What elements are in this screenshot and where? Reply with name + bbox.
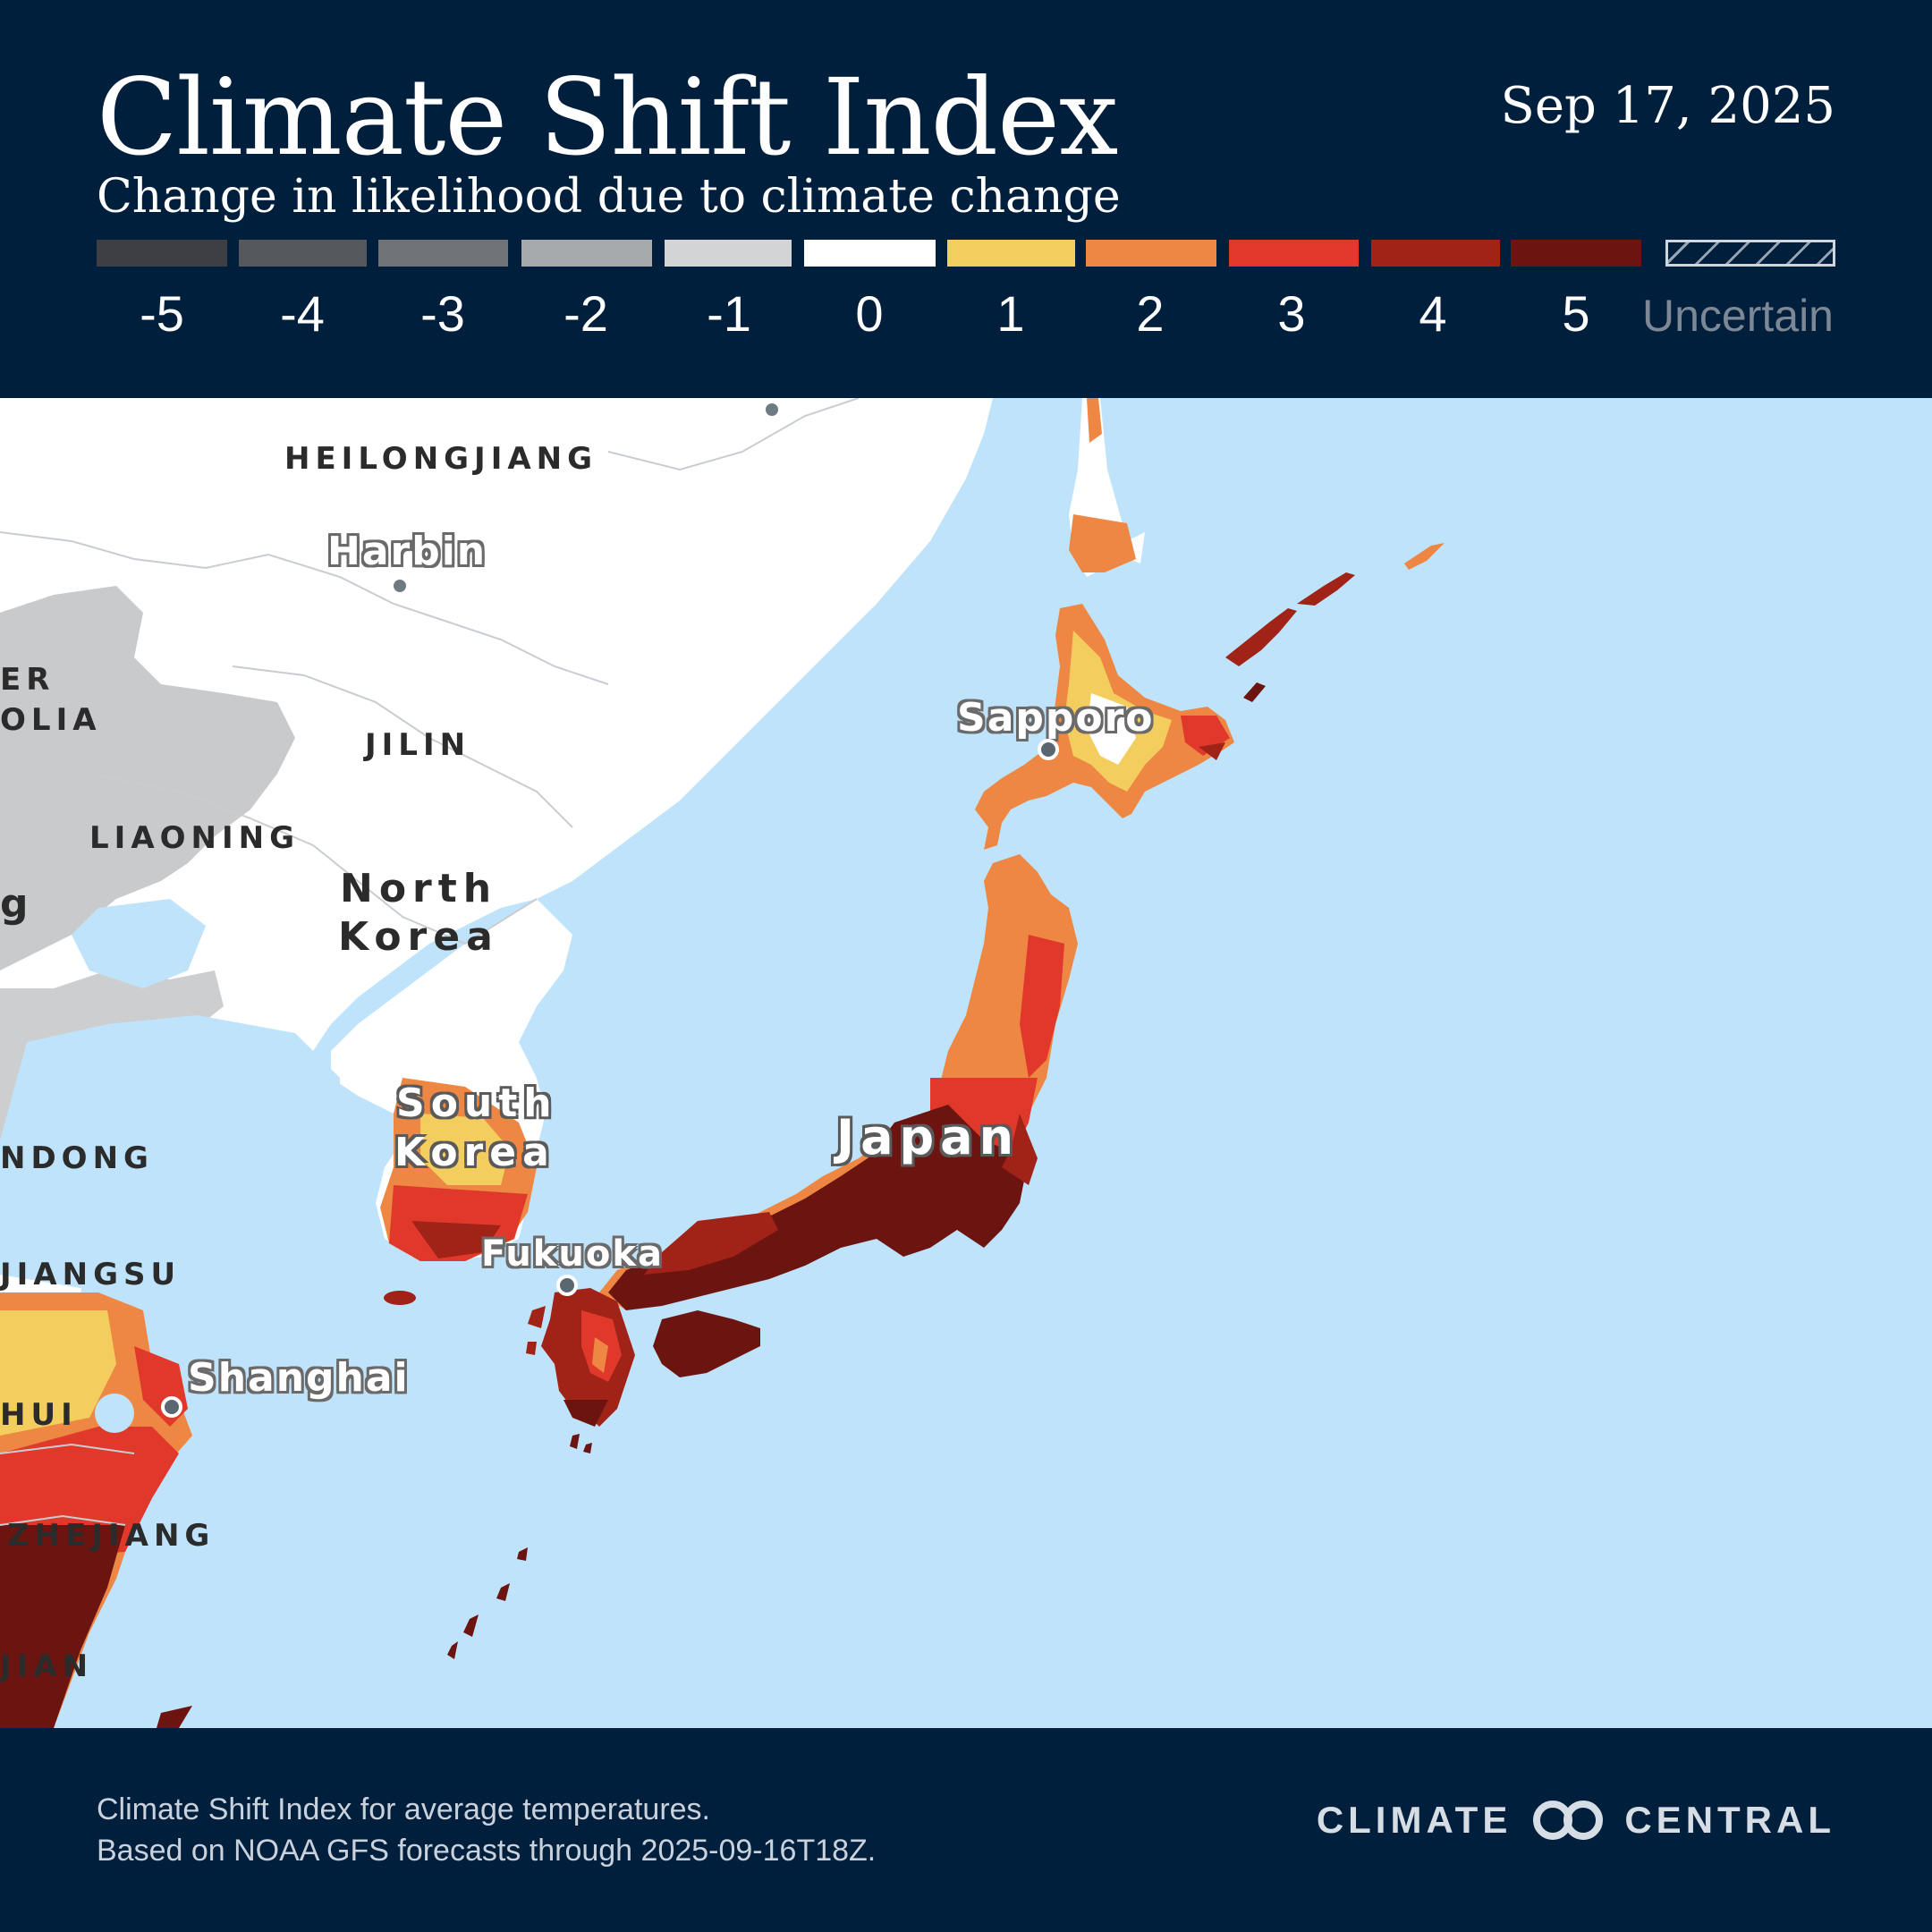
legend-label-minus-2: -2	[564, 285, 608, 342]
label-north-korea-line1: North	[340, 866, 498, 911]
legend-label-3: 3	[1277, 285, 1306, 342]
legend-label-minus-3: -3	[420, 285, 465, 342]
jeju-island	[384, 1291, 416, 1305]
legend-swatch-2	[1086, 240, 1216, 267]
footer: Climate Shift Index for average temperat…	[0, 1728, 1932, 1932]
legend-swatch-5	[1511, 240, 1641, 267]
label-hebei-clipped: g	[0, 881, 34, 927]
legend-swatch-3	[1229, 240, 1359, 267]
label-inner-mongolia-clipped-1: ER	[0, 662, 55, 698]
label-harbin: Harbin	[327, 529, 487, 574]
legend-label-minus-1: -1	[707, 285, 751, 342]
label-heilongjiang: HEILONGJIANG	[284, 441, 598, 477]
label-liaoning: LIAONING	[89, 820, 300, 856]
label-inner-mongolia-clipped-2: OLIA	[0, 702, 102, 738]
legend-label-0: 0	[855, 285, 884, 342]
interlocking-circles-logo-icon	[1533, 1801, 1604, 1840]
legend-label-2: 2	[1136, 285, 1165, 342]
brand-word-central: CENTRAL	[1624, 1799, 1835, 1841]
legend-label-5: 5	[1562, 285, 1590, 342]
legend-label-4: 4	[1419, 285, 1447, 342]
legend-label-minus-4: -4	[280, 285, 325, 342]
label-japan: Japan	[836, 1109, 1021, 1165]
label-jilin: JILIN	[365, 727, 471, 763]
legend-swatch-4	[1371, 240, 1500, 267]
legend-label-1: 1	[996, 285, 1025, 342]
admin-borders	[0, 398, 860, 1526]
map-graphic	[0, 398, 1445, 1728]
label-south-korea-line1: South	[396, 1080, 558, 1126]
label-north-korea-line2: Korea	[338, 914, 499, 960]
legend-swatch-minus-1	[665, 240, 792, 267]
legend-swatch-uncertain	[1665, 240, 1835, 267]
legend-labels: -5 -4 -3 -2 -1 0 1 2 3 4 5 Uncertain	[97, 284, 1835, 347]
page-subtitle: Change in likelihood due to climate chan…	[97, 170, 1121, 224]
legend-label-minus-5: -5	[140, 285, 184, 342]
legend-swatch-minus-4	[239, 240, 367, 267]
legend-swatch-minus-3	[378, 240, 508, 267]
brand-word-climate: CLIMATE	[1316, 1799, 1513, 1841]
label-anhui-clipped: HUI	[0, 1397, 78, 1433]
fukuoka-marker	[556, 1275, 578, 1296]
harbin-marker	[394, 580, 406, 592]
label-fukuoka: Fukuoka	[481, 1233, 664, 1275]
sapporo-marker	[1038, 739, 1059, 760]
footer-note-line2: Based on NOAA GFS forecasts through 2025…	[97, 1834, 877, 1868]
footer-note-line1: Climate Shift Index for average temperat…	[97, 1792, 710, 1826]
header: Climate Shift Index Change in likelihood…	[0, 0, 1932, 398]
label-zhejiang: ZHEJIANG	[7, 1518, 216, 1554]
shikoku-island	[653, 1310, 760, 1377]
label-south-korea-line2: Korea	[394, 1130, 555, 1175]
china-gray-area-north	[0, 586, 295, 970]
legend-swatch-1	[947, 240, 1075, 267]
label-sapporo: Sapporo	[957, 695, 1155, 741]
legend-label-uncertain: Uncertain	[1642, 291, 1834, 341]
legend-color-scale	[97, 240, 1835, 267]
legend-swatch-0	[804, 240, 936, 267]
climate-central-logo: CLIMATE CENTRAL	[1317, 1798, 1835, 1843]
city-marker-north	[766, 403, 778, 416]
bohai-sea	[72, 899, 206, 988]
kuril-islands	[1225, 608, 1297, 666]
shanghai-marker	[161, 1396, 182, 1418]
label-jiangsu: JIANGSU	[0, 1257, 182, 1292]
yellow-sea	[0, 1015, 340, 1292]
legend-swatch-minus-2	[521, 240, 652, 267]
page-title: Climate Shift Index	[97, 55, 1118, 179]
label-shanghai: Shanghai	[188, 1355, 410, 1401]
forecast-date: Sep 17, 2025	[1500, 77, 1835, 135]
label-fujian-clipped: JIAN	[0, 1648, 94, 1684]
map[interactable]: HEILONGJIANG JILIN LIAONING JIANGSU ZHEJ…	[0, 398, 1932, 1728]
legend-swatch-minus-5	[97, 240, 227, 267]
label-shandong-clipped: NDONG	[0, 1140, 154, 1176]
